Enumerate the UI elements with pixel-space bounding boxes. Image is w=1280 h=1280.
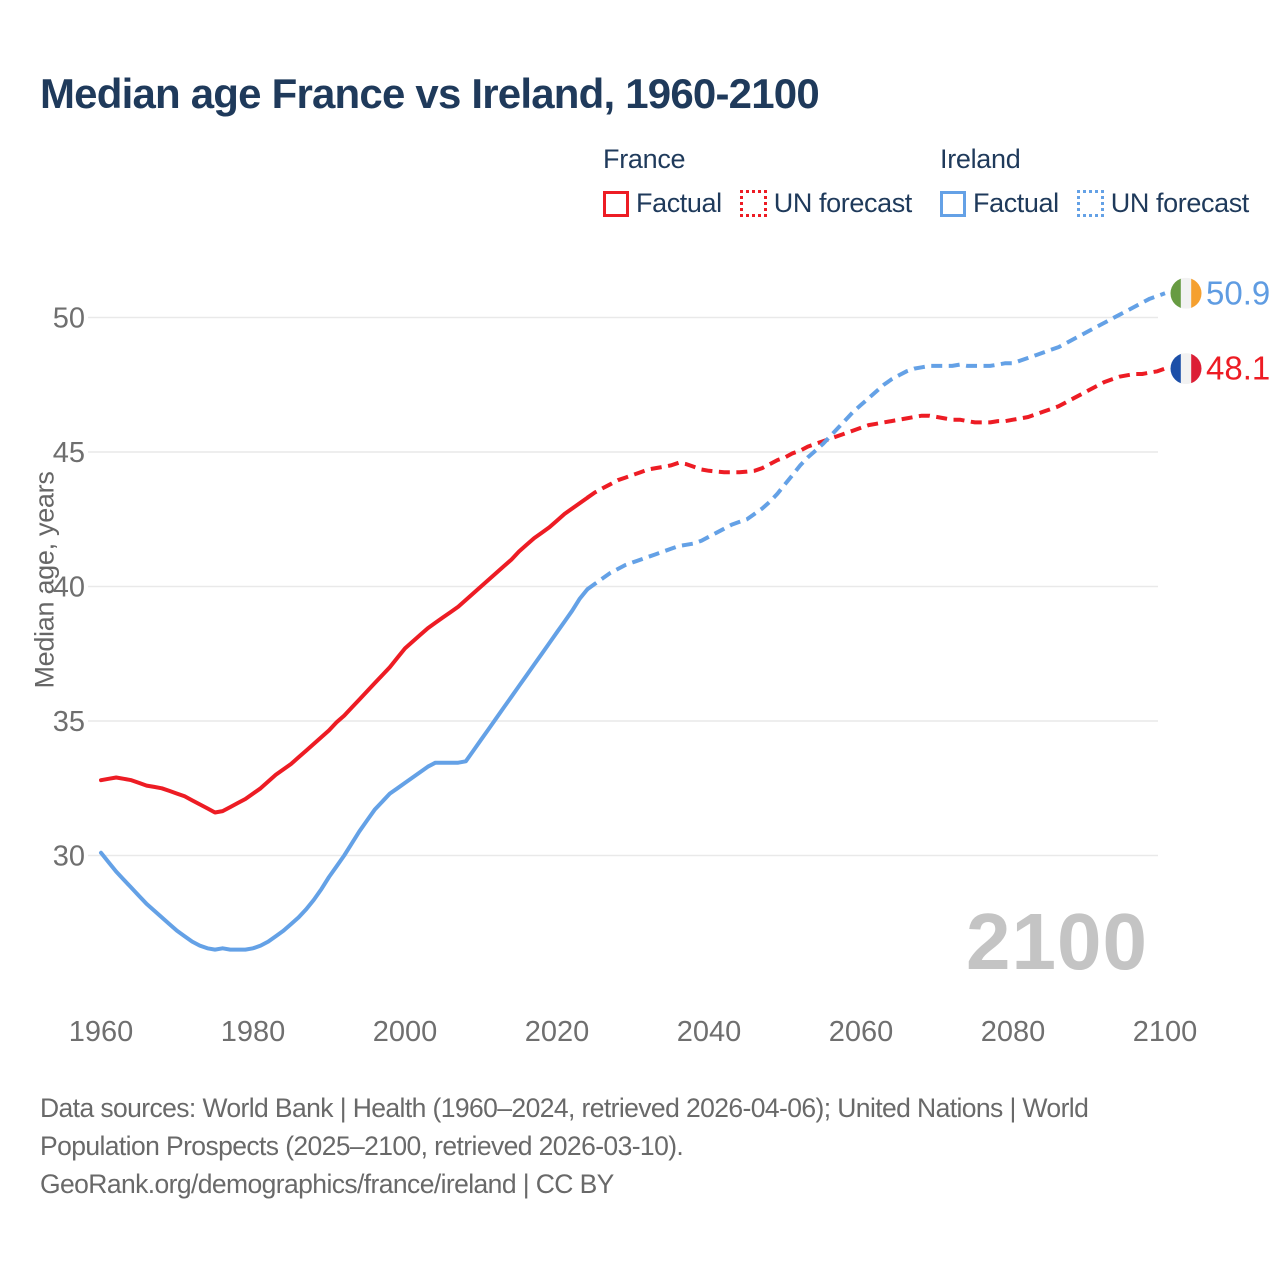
y-tick-label: 50 [53, 303, 85, 335]
x-tick-label: 2100 [1133, 1016, 1198, 1048]
france-forecast-line [586, 366, 1166, 500]
x-tick-label: 2060 [829, 1016, 894, 1048]
ireland-factual-line [99, 587, 590, 952]
legend-label-france-factual[interactable]: Factual [636, 188, 722, 218]
x-tick-label: 1980 [221, 1016, 286, 1048]
y-tick-label: 35 [53, 706, 85, 738]
france-factual-swatch-icon[interactable] [603, 190, 629, 217]
legend-title-france: France [603, 144, 686, 174]
ireland-factual-swatch-icon[interactable] [940, 190, 966, 217]
legend-label-france-forecast[interactable]: UN forecast [773, 188, 913, 218]
footer-line-link: GeoRank.org/demographics/france/ireland … [40, 1169, 614, 1199]
france-factual-line [99, 495, 590, 815]
footer-line-sources-2: Population Prospects (2025–2100, retriev… [40, 1131, 684, 1161]
legend-group-france: France Factual UN forecast [603, 144, 912, 219]
footer-line-sources-1: Data sources: World Bank | Health (1960–… [40, 1093, 1089, 1123]
y-tick-label: 45 [53, 437, 85, 469]
france-forecast-swatch-icon[interactable] [739, 190, 767, 217]
ireland-forecast-line [586, 291, 1166, 591]
y-tick-label: 30 [53, 841, 85, 873]
footer: Data sources: World Bank | Health (1960–… [40, 1089, 1089, 1203]
y-tick-label: 40 [53, 572, 85, 604]
x-tick-label: 1960 [69, 1016, 134, 1048]
france-flag-icon [1170, 353, 1202, 385]
chart-title: Median age France vs Ireland, 1960-2100 [40, 70, 820, 117]
legend-row-ireland: Factual UN forecast [940, 188, 1249, 219]
france-end-value: 48.1 [1206, 350, 1270, 387]
ireland-flag-icon [1170, 277, 1202, 309]
watermark-year: 2100 [966, 897, 1148, 986]
legend-label-ireland-factual[interactable]: Factual [973, 188, 1059, 218]
ireland-end-value: 50.9 [1206, 274, 1270, 311]
x-tick-label: 2000 [373, 1016, 438, 1048]
ireland-forecast-swatch-icon[interactable] [1076, 190, 1104, 217]
legend-group-ireland: Ireland Factual UN forecast [940, 144, 1249, 219]
legend-row-france: Factual UN forecast [603, 188, 912, 219]
legend-label-ireland-forecast[interactable]: UN forecast [1110, 188, 1250, 218]
legend-title-ireland: Ireland [940, 144, 1021, 174]
x-tick-label: 2080 [981, 1016, 1046, 1048]
x-tick-label: 2020 [525, 1016, 590, 1048]
x-tick-label: 2040 [677, 1016, 742, 1048]
